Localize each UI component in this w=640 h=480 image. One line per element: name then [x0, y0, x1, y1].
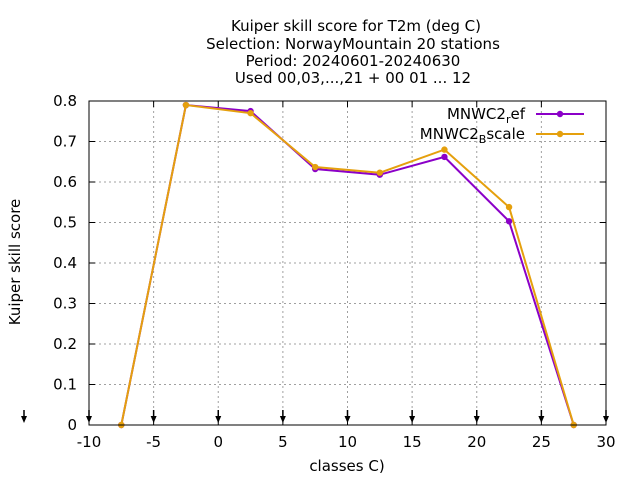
y-tick-label: 0.4: [53, 254, 77, 272]
y-tick-label: 0.1: [53, 376, 77, 394]
down-arrow-icon: [150, 410, 157, 423]
series-layer: [118, 101, 577, 429]
grid-layer: [89, 101, 606, 425]
x-tick-label: 10: [338, 433, 357, 451]
x-axis-label: classes C): [309, 457, 384, 475]
series-1-point: [182, 101, 190, 109]
legend-marker: [556, 110, 564, 118]
x-tick-label: 15: [403, 433, 422, 451]
legend-entry-1: MNWC2Bscale: [420, 125, 584, 146]
x-tick-label: 20: [467, 433, 486, 451]
series-1-point: [505, 203, 513, 211]
series-0-point: [441, 153, 448, 161]
x-tick-label: -10: [77, 433, 102, 451]
y-tick-label: 0.8: [53, 92, 77, 110]
series-1-point: [311, 163, 319, 171]
series-line-1: [120, 103, 575, 426]
down-arrow-icon: [473, 410, 480, 423]
arrow-marker-layer: [21, 410, 609, 423]
y-tick-label: 0.3: [53, 295, 77, 313]
title-line-2: Selection: NorwayMountain 20 stations: [206, 35, 500, 53]
legend-marker: [556, 130, 564, 138]
legend-entry-0: MNWC2ref: [447, 105, 584, 126]
x-tick-label: 5: [278, 433, 288, 451]
series-1-point: [247, 109, 254, 117]
down-arrow-icon: [215, 410, 222, 423]
y-tick-label: 0.2: [53, 335, 77, 353]
plot-frame: [88, 100, 607, 426]
series-0-point: [505, 218, 513, 225]
series-1-point: [376, 169, 384, 176]
legend-label: MNWC2ref: [447, 105, 526, 126]
down-arrow-icon: [538, 410, 545, 423]
y-tick-label: 0.6: [53, 173, 77, 191]
down-arrow-icon: [409, 410, 416, 423]
x-tick-label: 30: [596, 433, 615, 451]
x-tick-label: 25: [532, 433, 551, 451]
y-tick-label: 0: [67, 416, 77, 434]
tick-layer: -10 -5 0 5 10 15 20 25 30 0 0.1 0.2 0.3 0.4 0.5 0.6 0.7 0…: [53, 92, 615, 451]
title-line-4: Used 00,03,...,21 + 00 01 ... 12: [235, 69, 471, 87]
x-tick-label: 0: [213, 433, 223, 451]
y-axis-label: Kuiper skill score: [6, 199, 24, 326]
down-arrow-icon: [344, 410, 351, 423]
x-tick-label: -5: [146, 433, 161, 451]
chart-title: Kuiper skill score for T2m (deg C) Selec…: [206, 17, 500, 87]
series-1-point: [441, 146, 448, 153]
down-arrow-icon: [21, 410, 27, 423]
y-tick-label: 0.5: [53, 214, 77, 232]
y-tick-label: 0.7: [53, 133, 77, 151]
title-line-1: Kuiper skill score for T2m (deg C): [231, 17, 481, 35]
legend-label: MNWC2Bscale: [420, 125, 525, 146]
down-arrow-icon: [279, 410, 286, 423]
title-line-3: Period: 20240601-20240630: [246, 52, 461, 70]
